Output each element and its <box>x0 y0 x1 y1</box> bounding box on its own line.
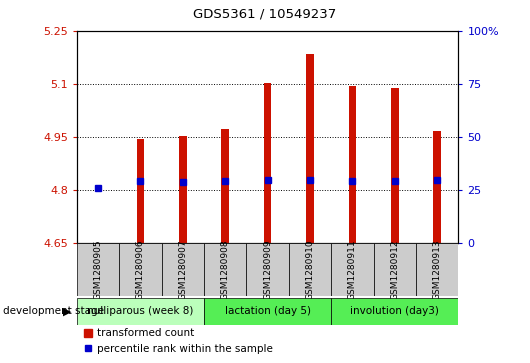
Bar <box>137 139 144 243</box>
Bar <box>374 243 416 296</box>
Text: GSM1280909: GSM1280909 <box>263 239 272 300</box>
Text: GSM1280910: GSM1280910 <box>306 239 314 300</box>
Bar <box>204 243 246 296</box>
Bar <box>289 243 331 296</box>
Text: nulliparous (week 8): nulliparous (week 8) <box>87 306 193 316</box>
Text: GSM1280908: GSM1280908 <box>221 239 229 300</box>
Bar <box>119 243 162 296</box>
Bar <box>264 83 271 243</box>
Bar <box>416 243 458 296</box>
Legend: transformed count, percentile rank within the sample: transformed count, percentile rank withi… <box>80 324 277 358</box>
Bar <box>204 298 331 325</box>
Bar <box>162 243 204 296</box>
Text: GSM1280907: GSM1280907 <box>179 239 187 300</box>
Bar <box>331 243 374 296</box>
Bar <box>434 131 441 243</box>
Text: GSM1280912: GSM1280912 <box>391 239 399 300</box>
Text: GSM1280913: GSM1280913 <box>433 239 441 300</box>
Bar <box>77 298 204 325</box>
Bar <box>246 243 289 296</box>
Bar <box>77 243 119 296</box>
Text: GDS5361 / 10549237: GDS5361 / 10549237 <box>193 8 337 21</box>
Bar <box>94 242 102 243</box>
Text: ▶: ▶ <box>63 306 72 316</box>
Bar <box>306 54 314 243</box>
Text: GSM1280905: GSM1280905 <box>94 239 102 300</box>
Bar <box>222 129 229 243</box>
Bar <box>349 86 356 243</box>
Text: GSM1280911: GSM1280911 <box>348 239 357 300</box>
Bar <box>179 136 187 243</box>
Text: development stage: development stage <box>3 306 104 316</box>
Bar <box>391 88 399 243</box>
Text: GSM1280906: GSM1280906 <box>136 239 145 300</box>
Bar <box>331 298 458 325</box>
Text: involution (day3): involution (day3) <box>350 306 439 316</box>
Text: lactation (day 5): lactation (day 5) <box>225 306 311 316</box>
